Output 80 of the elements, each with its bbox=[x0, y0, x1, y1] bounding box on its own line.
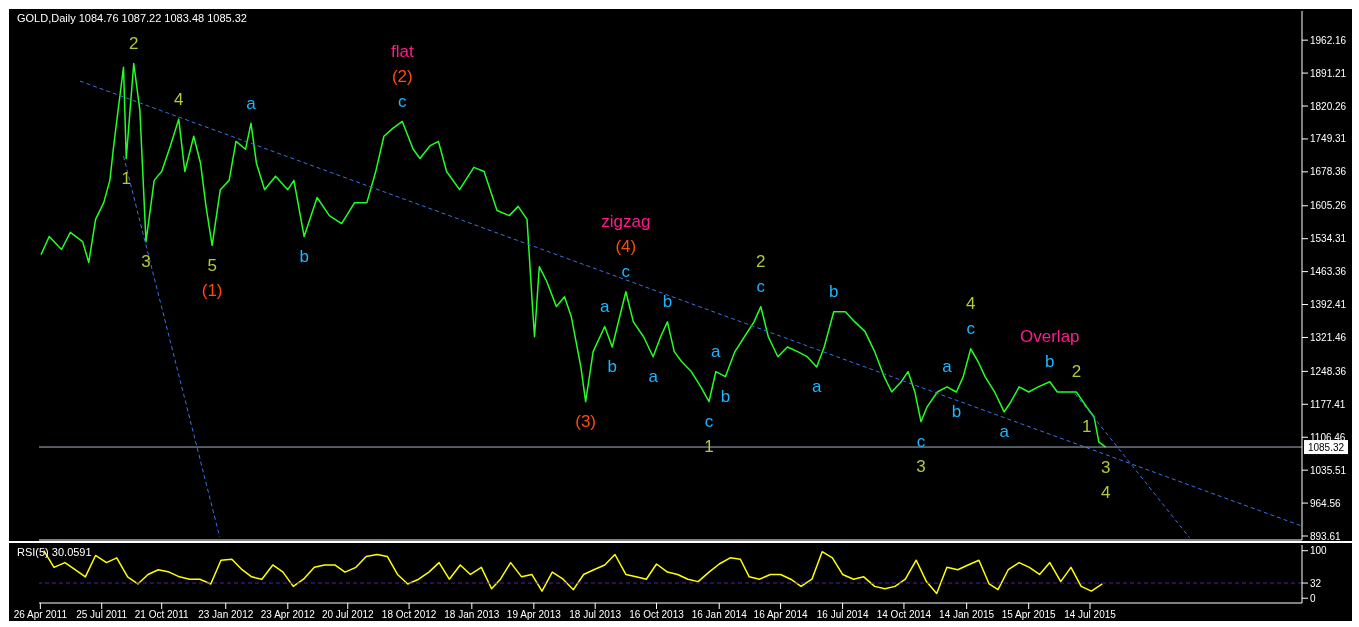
annotation: a bbox=[711, 342, 722, 362]
annotation: 4 bbox=[1100, 482, 1111, 502]
ref-line-label: 1085.32 bbox=[1307, 442, 1345, 454]
x-tick-label: 23 Jan 2012 bbox=[198, 609, 254, 621]
annotation: a bbox=[942, 357, 953, 377]
annotation: 2 bbox=[1071, 362, 1082, 382]
annotation: (2) bbox=[391, 66, 413, 86]
y-tick-label: 1678.36 bbox=[1310, 166, 1347, 178]
x-tick-label: 21 Oct 2011 bbox=[134, 609, 189, 621]
annotation: (1) bbox=[201, 280, 223, 300]
annotation: 1 bbox=[704, 437, 714, 457]
annotation: b bbox=[607, 357, 617, 377]
annotation: (4) bbox=[615, 237, 637, 257]
annotation: c bbox=[621, 262, 631, 282]
annotation: 3 bbox=[916, 457, 926, 477]
y-tick-label: 32 bbox=[1310, 577, 1322, 589]
y-tick-label: 1035.51 bbox=[1310, 464, 1347, 476]
y-tick-label: 1605.26 bbox=[1310, 200, 1347, 212]
annotation: 5 bbox=[207, 255, 217, 275]
y-tick-label: 1106.46 bbox=[1310, 431, 1346, 443]
y-tick-label: 1321.46 bbox=[1310, 332, 1347, 344]
x-tick-label: 18 Oct 2012 bbox=[381, 609, 437, 621]
annotation: 3 bbox=[1100, 457, 1111, 477]
annotation: c bbox=[756, 277, 766, 297]
annotation: b bbox=[829, 282, 839, 302]
annotation: 3 bbox=[141, 252, 151, 272]
chart-title: RSI(5) 30.0591 bbox=[17, 546, 92, 558]
x-tick-label: 20 Jul 2012 bbox=[321, 609, 375, 621]
annotation: c bbox=[398, 91, 408, 111]
x-tick-label: 14 Jan 2015 bbox=[939, 609, 995, 621]
annotation: a bbox=[599, 297, 610, 317]
y-tick-label: 1392.41 bbox=[1310, 299, 1347, 311]
annotation: c bbox=[966, 319, 976, 339]
y-tick-label: 1962.16 bbox=[1310, 34, 1347, 46]
annotation: c bbox=[704, 412, 714, 432]
y-tick-label: 1534.31 bbox=[1310, 233, 1347, 245]
annotation: 1 bbox=[121, 169, 131, 189]
annotation: (3) bbox=[575, 412, 597, 432]
x-tick-label: 26 Apr 2011 bbox=[13, 609, 68, 621]
x-tick-label: 16 Jan 2014 bbox=[691, 609, 748, 621]
x-tick-label: 25 Jul 2011 bbox=[76, 609, 128, 621]
annotation: a bbox=[648, 367, 659, 387]
chart-title: GOLD,Daily 1084.76 1087.22 1083.48 1085.32 bbox=[17, 12, 247, 24]
x-tick-label: 18 Jul 2013 bbox=[569, 609, 622, 621]
annotation: zigzag bbox=[601, 212, 651, 232]
x-tick-label: 16 Apr 2014 bbox=[753, 609, 808, 621]
x-tick-label: 16 Oct 2013 bbox=[629, 609, 685, 621]
annotation: b bbox=[299, 247, 309, 267]
x-tick-label: 15 Apr 2015 bbox=[1001, 609, 1057, 621]
annotation: 1 bbox=[1081, 417, 1092, 437]
annotation: a bbox=[811, 377, 822, 397]
x-tick-label: 18 Jan 2013 bbox=[444, 609, 500, 621]
annotation: a bbox=[999, 422, 1010, 442]
annotation: 4 bbox=[966, 294, 976, 314]
x-tick-label: 19 Apr 2013 bbox=[506, 609, 562, 621]
y-tick-label: 893.61 bbox=[1310, 530, 1342, 542]
y-tick-label: 1248.36 bbox=[1310, 365, 1347, 377]
annotation: b bbox=[951, 402, 962, 422]
x-tick-label: 14 Oct 2014 bbox=[876, 609, 932, 621]
annotation: flat bbox=[390, 41, 414, 61]
y-tick-label: 1463.36 bbox=[1310, 266, 1347, 278]
y-tick-label: 1177.41 bbox=[1310, 398, 1346, 410]
y-tick-label: 1891.21 bbox=[1310, 67, 1347, 79]
annotation: b bbox=[662, 292, 673, 312]
annotation: b bbox=[720, 387, 731, 407]
x-tick-label: 14 Jul 2015 bbox=[1064, 609, 1117, 621]
y-tick-label: 964.56 bbox=[1310, 497, 1342, 509]
annotation: 4 bbox=[173, 89, 184, 109]
x-tick-label: 23 Apr 2012 bbox=[260, 609, 316, 621]
annotation: 2 bbox=[756, 252, 766, 272]
annotation: a bbox=[246, 93, 257, 113]
x-tick-label: 16 Jul 2014 bbox=[816, 609, 869, 621]
y-tick-label: 0 bbox=[1310, 592, 1316, 604]
annotation: 2 bbox=[129, 33, 139, 53]
y-tick-label: 100 bbox=[1310, 545, 1328, 557]
y-tick-label: 1820.26 bbox=[1310, 100, 1347, 112]
annotation: b bbox=[1045, 352, 1055, 372]
annotation: Overlap bbox=[1020, 327, 1080, 347]
annotation: c bbox=[916, 432, 926, 452]
y-tick-label: 1749.31 bbox=[1310, 133, 1347, 145]
